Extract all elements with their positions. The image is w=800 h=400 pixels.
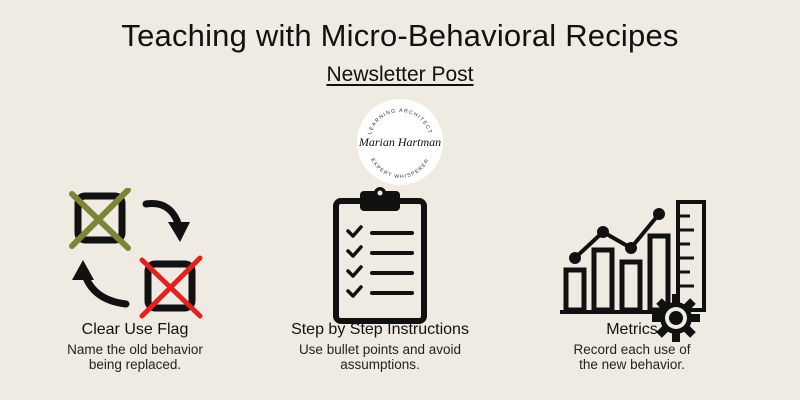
clipboard-checklist-icon [333,187,427,324]
desc-line: assumptions. [340,357,420,372]
page-title: Teaching with Micro-Behavioral Recipes [121,18,679,53]
logo-signature: Marian Hartman [358,135,441,149]
swap-arrows-icon [69,188,203,319]
item-desc-metrics: Record each use of the new behavior. [552,342,712,372]
item-desc-step-by-step: Use bullet points and avoid assumptions. [270,342,490,372]
desc-line: being replaced. [88,357,182,372]
desc-line: Name the old behavior [67,342,203,357]
desc-line: the new behavior. [579,357,685,372]
page-subtitle: Newsletter Post [0,63,800,87]
desc-line: Record each use of [573,342,691,357]
item-label-step-by-step: Step by Step Instructions [291,321,469,338]
item-desc-clear-use-flag: Name the old behavior being replaced. [40,342,230,372]
logo-seal: LEARNING ARCHITECT EXPERT WHISPERER Mari… [357,99,443,185]
bar-chart-gear-icon [560,200,706,342]
subtitle-text: Newsletter Post [326,63,474,86]
item-label-metrics: Metrics [606,321,658,338]
item-label-clear-use-flag: Clear Use Flag [81,321,189,338]
desc-line: Use bullet points and avoid [298,342,462,357]
